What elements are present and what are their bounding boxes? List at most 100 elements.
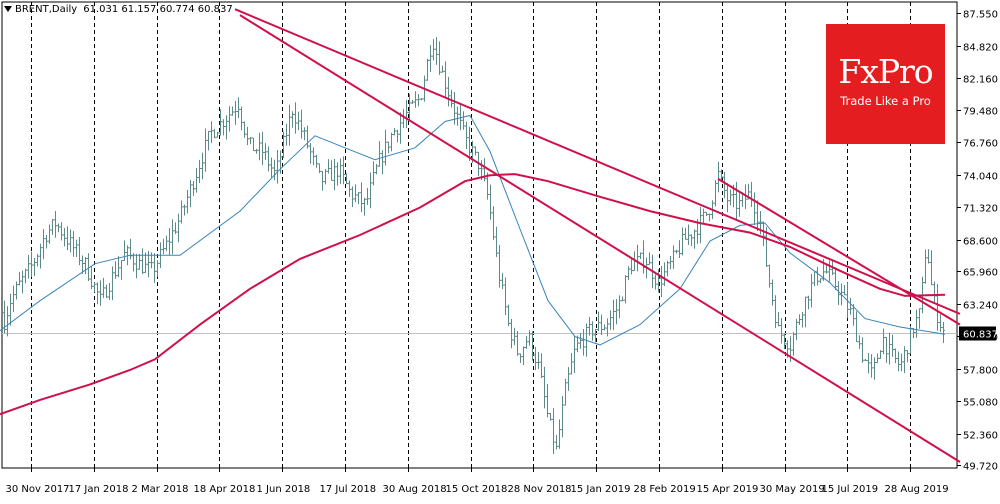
candle [561, 396, 564, 438]
chevron-down-icon[interactable] [4, 6, 12, 12]
candle [768, 264, 771, 288]
candle [405, 99, 408, 129]
x-tick-label: 17 Jan 2018 [69, 484, 129, 495]
candle [228, 106, 231, 132]
x-tick-label: 2 Mar 2018 [132, 484, 189, 495]
candle [201, 152, 204, 180]
candle [234, 100, 237, 125]
candle [36, 254, 39, 267]
candle [303, 127, 306, 141]
y-tick-label: 87.550 [963, 10, 998, 21]
candle [510, 319, 513, 349]
candle [714, 180, 717, 207]
y-tick-label: 74.040 [963, 172, 998, 183]
candle [426, 58, 429, 81]
candle [450, 89, 453, 108]
candle [243, 121, 246, 138]
candles-layer [3, 37, 945, 454]
candle [894, 348, 897, 364]
candle [321, 170, 324, 191]
candle [672, 245, 675, 269]
candle [717, 161, 720, 193]
x-tick-label: 30 Nov 2017 [6, 484, 70, 495]
candle [876, 353, 879, 364]
fxpro-logo: FxPro Trade Like a Pro [826, 24, 945, 144]
candle [798, 314, 801, 326]
candle [90, 266, 93, 290]
candle [24, 268, 27, 284]
candle [384, 129, 387, 166]
candle [495, 226, 498, 258]
candle [723, 171, 726, 199]
candle [474, 146, 477, 156]
candle [537, 351, 540, 369]
y-tick-label: 79.480 [963, 107, 998, 118]
candle [276, 149, 279, 184]
candle [852, 303, 855, 326]
candle [738, 193, 741, 217]
candle [879, 350, 882, 359]
candle [324, 168, 327, 185]
x-tick-label: 30 May 2019 [760, 484, 825, 495]
candle [333, 158, 336, 191]
candle [570, 353, 573, 375]
trendlines-layer [234, 8, 961, 463]
candle [123, 240, 126, 261]
candle [249, 136, 252, 145]
candle [318, 163, 321, 174]
x-tick-label: 15 Jul 2019 [822, 484, 879, 495]
candle [345, 173, 348, 185]
symbol-header: BRENT,Daily 61.031 61.157 60.774 60.837 [4, 3, 233, 17]
candle [582, 329, 585, 356]
x-tick-label: 28 Nov 2018 [508, 484, 572, 495]
candle [864, 358, 867, 361]
candle [54, 211, 57, 238]
candle [216, 131, 219, 138]
plot-frame [1, 1, 958, 469]
candle [246, 126, 249, 146]
y-tick-label: 68.600 [963, 237, 998, 248]
candle [240, 106, 243, 131]
candle [15, 281, 18, 300]
candle [180, 200, 183, 224]
candle [126, 245, 129, 266]
candle [195, 167, 198, 193]
candle [594, 329, 597, 343]
candle [225, 115, 228, 140]
candle [69, 229, 72, 253]
candle [819, 278, 822, 284]
candle [141, 248, 144, 275]
candle [156, 260, 159, 277]
x-tick-label: 18 Apr 2018 [194, 484, 256, 495]
candle [183, 204, 186, 216]
candle [807, 295, 810, 310]
candle [735, 181, 738, 221]
candle [207, 130, 210, 151]
candle [177, 213, 180, 243]
candle [132, 253, 135, 272]
candle [237, 97, 240, 119]
candle [702, 208, 705, 225]
candle [693, 229, 696, 249]
candle [870, 354, 873, 378]
candle [255, 149, 258, 154]
candle [489, 184, 492, 220]
candle [624, 275, 627, 304]
candle [108, 283, 111, 300]
candle [459, 103, 462, 131]
candle [378, 141, 381, 167]
candle [222, 119, 225, 136]
candle [270, 157, 273, 178]
candle [456, 106, 459, 126]
candle [306, 125, 309, 149]
candle [60, 222, 63, 241]
candle [936, 284, 939, 331]
candle [72, 231, 75, 257]
candle [891, 334, 894, 357]
candle [543, 366, 546, 409]
candle [621, 296, 624, 302]
candle [429, 45, 432, 72]
candle [186, 189, 189, 214]
candle [369, 172, 372, 209]
